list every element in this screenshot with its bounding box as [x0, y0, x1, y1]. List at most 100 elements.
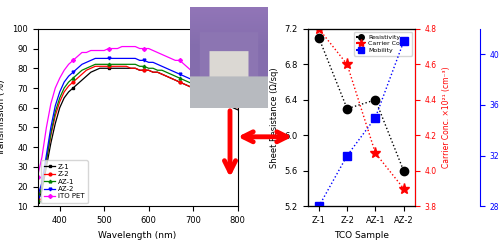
Z-1 [114, 67, 120, 70]
Z-2 [150, 71, 156, 74]
Line: AZ-1: AZ-1 [36, 63, 239, 202]
ITO PET [61, 69, 67, 72]
AZ-1 [190, 83, 196, 85]
Z-1 [164, 75, 170, 78]
ITO PET [146, 47, 152, 50]
AZ-1 [216, 96, 222, 99]
ITO PET [39, 156, 45, 158]
AZ-2 [230, 98, 236, 101]
X-axis label: TCO Sample: TCO Sample [334, 231, 389, 240]
AZ-1 [150, 67, 156, 70]
Z-2 [88, 67, 94, 70]
Z-2 [230, 104, 236, 107]
Z-2 [101, 65, 107, 68]
Z-1 [204, 95, 210, 97]
AZ-2 [34, 195, 40, 198]
ITO PET [141, 47, 147, 50]
AZ-2 [164, 67, 170, 70]
Z-1 [70, 87, 76, 90]
AZ-1 [96, 63, 102, 66]
Legend: Z-1, Z-2, AZ-1, AZ-2, ITO PET: Z-1, Z-2, AZ-1, AZ-2, ITO PET [41, 160, 88, 203]
Z-1 [190, 87, 196, 90]
AZ-2 [39, 181, 45, 184]
Legend: Resistivity, Carrier Conc., Mobility: Resistivity, Carrier Conc., Mobility [354, 32, 412, 55]
Z-1 [181, 83, 187, 85]
AZ-2 [216, 92, 222, 95]
ITO PET [110, 47, 116, 50]
ITO PET [52, 87, 59, 90]
AZ-2 [176, 73, 182, 76]
AZ-2 [52, 104, 59, 107]
ITO PET [34, 175, 40, 178]
AZ-2 [159, 65, 165, 68]
AZ-2 [106, 57, 112, 60]
AZ-1 [176, 77, 182, 80]
Z-1 [101, 67, 107, 70]
Z-1 [132, 67, 138, 70]
ITO PET [114, 47, 120, 50]
AZ-1 [88, 65, 94, 68]
AZ-1 [101, 63, 107, 66]
Z-2 [61, 90, 67, 93]
AZ-2 [66, 75, 71, 78]
Y-axis label: Sheet Resistance (Ω/sq): Sheet Resistance (Ω/sq) [270, 67, 279, 168]
AZ-1 [181, 79, 187, 82]
ITO PET [226, 81, 232, 84]
Line: AZ-2: AZ-2 [36, 57, 239, 198]
Z-1 [212, 98, 218, 101]
Carrier Conc. [316, 27, 322, 30]
Z-2 [84, 69, 89, 72]
AZ-1 [66, 81, 71, 84]
Z-1 [216, 100, 222, 103]
Z-1 [176, 81, 182, 84]
ITO PET [128, 45, 134, 48]
Z-2 [34, 197, 40, 200]
Z-1 [92, 69, 98, 72]
Z-1 [106, 67, 112, 70]
AZ-1 [186, 81, 192, 84]
Z-1 [141, 69, 147, 72]
Z-2 [204, 95, 210, 97]
AZ-1 [128, 63, 134, 66]
AZ-1 [141, 65, 147, 68]
Line: Mobility: Mobility [314, 37, 408, 210]
AZ-1 [208, 92, 214, 95]
ITO PET [119, 45, 125, 48]
AZ-2 [208, 89, 214, 91]
Z-2 [66, 84, 71, 87]
AZ-1 [92, 63, 98, 66]
AZ-2 [204, 87, 210, 90]
AZ-2 [234, 100, 240, 103]
AZ-1 [204, 90, 210, 93]
Z-2 [128, 67, 134, 70]
Z-2 [216, 100, 222, 103]
AZ-1 [164, 71, 170, 74]
AZ-2 [194, 83, 200, 85]
AZ-1 [194, 87, 200, 90]
AZ-2 [226, 96, 232, 99]
Z-2 [44, 160, 50, 162]
ITO PET [56, 77, 62, 80]
X-axis label: Wavelength (nm): Wavelength (nm) [98, 231, 176, 240]
AZ-1 [110, 63, 116, 66]
ITO PET [204, 81, 210, 84]
AZ-1 [106, 63, 112, 66]
Z-1 [230, 106, 236, 109]
Line: Z-2: Z-2 [36, 65, 239, 200]
ITO PET [194, 75, 200, 78]
ITO PET [101, 49, 107, 52]
AZ-1 [124, 63, 130, 66]
AZ-1 [136, 65, 142, 68]
AZ-1 [56, 96, 62, 99]
Z-1 [84, 75, 89, 78]
AZ-1 [39, 185, 45, 188]
Z-2 [226, 102, 232, 105]
Z-2 [56, 100, 62, 103]
Z-2 [221, 102, 227, 105]
Z-1 [159, 73, 165, 76]
AZ-1 [168, 73, 174, 76]
Z-1 [168, 77, 174, 80]
AZ-2 [92, 57, 98, 60]
Z-2 [110, 65, 116, 68]
Line: Carrier Conc.: Carrier Conc. [314, 23, 409, 194]
